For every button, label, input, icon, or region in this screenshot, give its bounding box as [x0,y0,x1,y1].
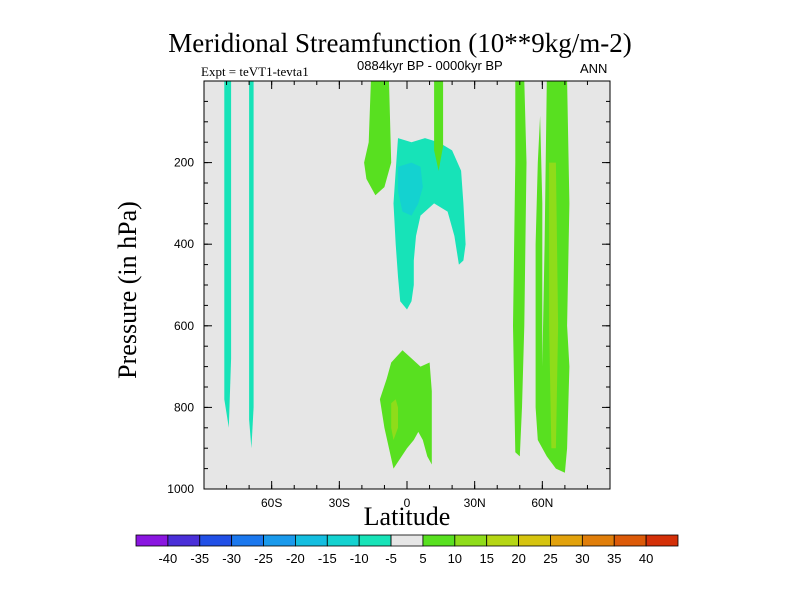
colorbar-swatch [486,534,519,547]
colorbar-swatch [581,534,615,547]
contour-region-11 [549,162,559,449]
colorbar-swatch [199,534,233,547]
colorbar-label: -15 [318,551,337,566]
contour-region-5 [364,81,392,196]
contour-region-4 [398,162,423,216]
y-tick-label: 200 [174,156,194,170]
colorbar-label: -30 [222,551,241,566]
colorbar-label: 25 [543,551,557,566]
colorbar-label: -40 [158,551,177,566]
colorbar-swatch [167,534,201,547]
colorbar-label: 40 [639,551,653,566]
colorbar-label: -20 [286,551,305,566]
contour-region-9 [513,81,527,457]
colorbar-label: -25 [254,551,273,566]
contour-region-2 [249,81,254,449]
colorbar-swatch [231,534,264,547]
x-tick-label: 30N [464,496,486,510]
colorbar-label: 20 [511,551,525,566]
colorbar-swatch [550,534,583,547]
y-tick-label: 800 [174,400,194,414]
colorbar-swatch [518,534,551,547]
contour-region-6 [434,81,444,171]
colorbar-swatch [645,534,679,547]
colorbar-swatch [613,534,647,547]
colorbar-swatch [326,534,360,547]
period-label: 0884kyr BP - 0000kyr BP [357,58,503,73]
colorbar-swatch [135,534,169,547]
colorbar-label: -35 [190,551,209,566]
x-tick-label: 60N [531,496,553,510]
colorbar-label: 5 [419,551,426,566]
x-tick-label: 0 [404,496,411,510]
x-tick-label: 60S [261,496,282,510]
contour-region-8 [391,399,398,440]
colorbar-swatch [390,534,424,547]
x-tick-label: 30S [329,496,350,510]
colorbar-swatch [263,534,296,547]
colorbar-label: 35 [607,551,621,566]
colorbar-label: 15 [479,551,493,566]
contour-region-7 [379,350,432,469]
colorbar-swatch [422,534,456,547]
colorbar-label: 30 [575,551,589,566]
colorbar-swatch [295,534,328,547]
colorbar-swatch [454,534,488,547]
y-tick-label: 600 [174,319,194,333]
season-label: ANN [580,61,608,76]
experiment-label: Expt = teVT1-tevta1 [201,64,309,79]
contour-region-1 [224,81,232,428]
y-tick-label: 1000 [167,482,194,496]
colorbar-label: -10 [350,551,369,566]
x-axis-label: Latitude [363,502,451,531]
colorbar-label: 10 [448,551,462,566]
chart-title: Meridional Streamfunction (10**9kg/m-2) [168,28,632,58]
y-tick-label: 400 [174,237,194,251]
colorbar-swatch [358,534,392,547]
colorbar-label: -5 [385,551,397,566]
